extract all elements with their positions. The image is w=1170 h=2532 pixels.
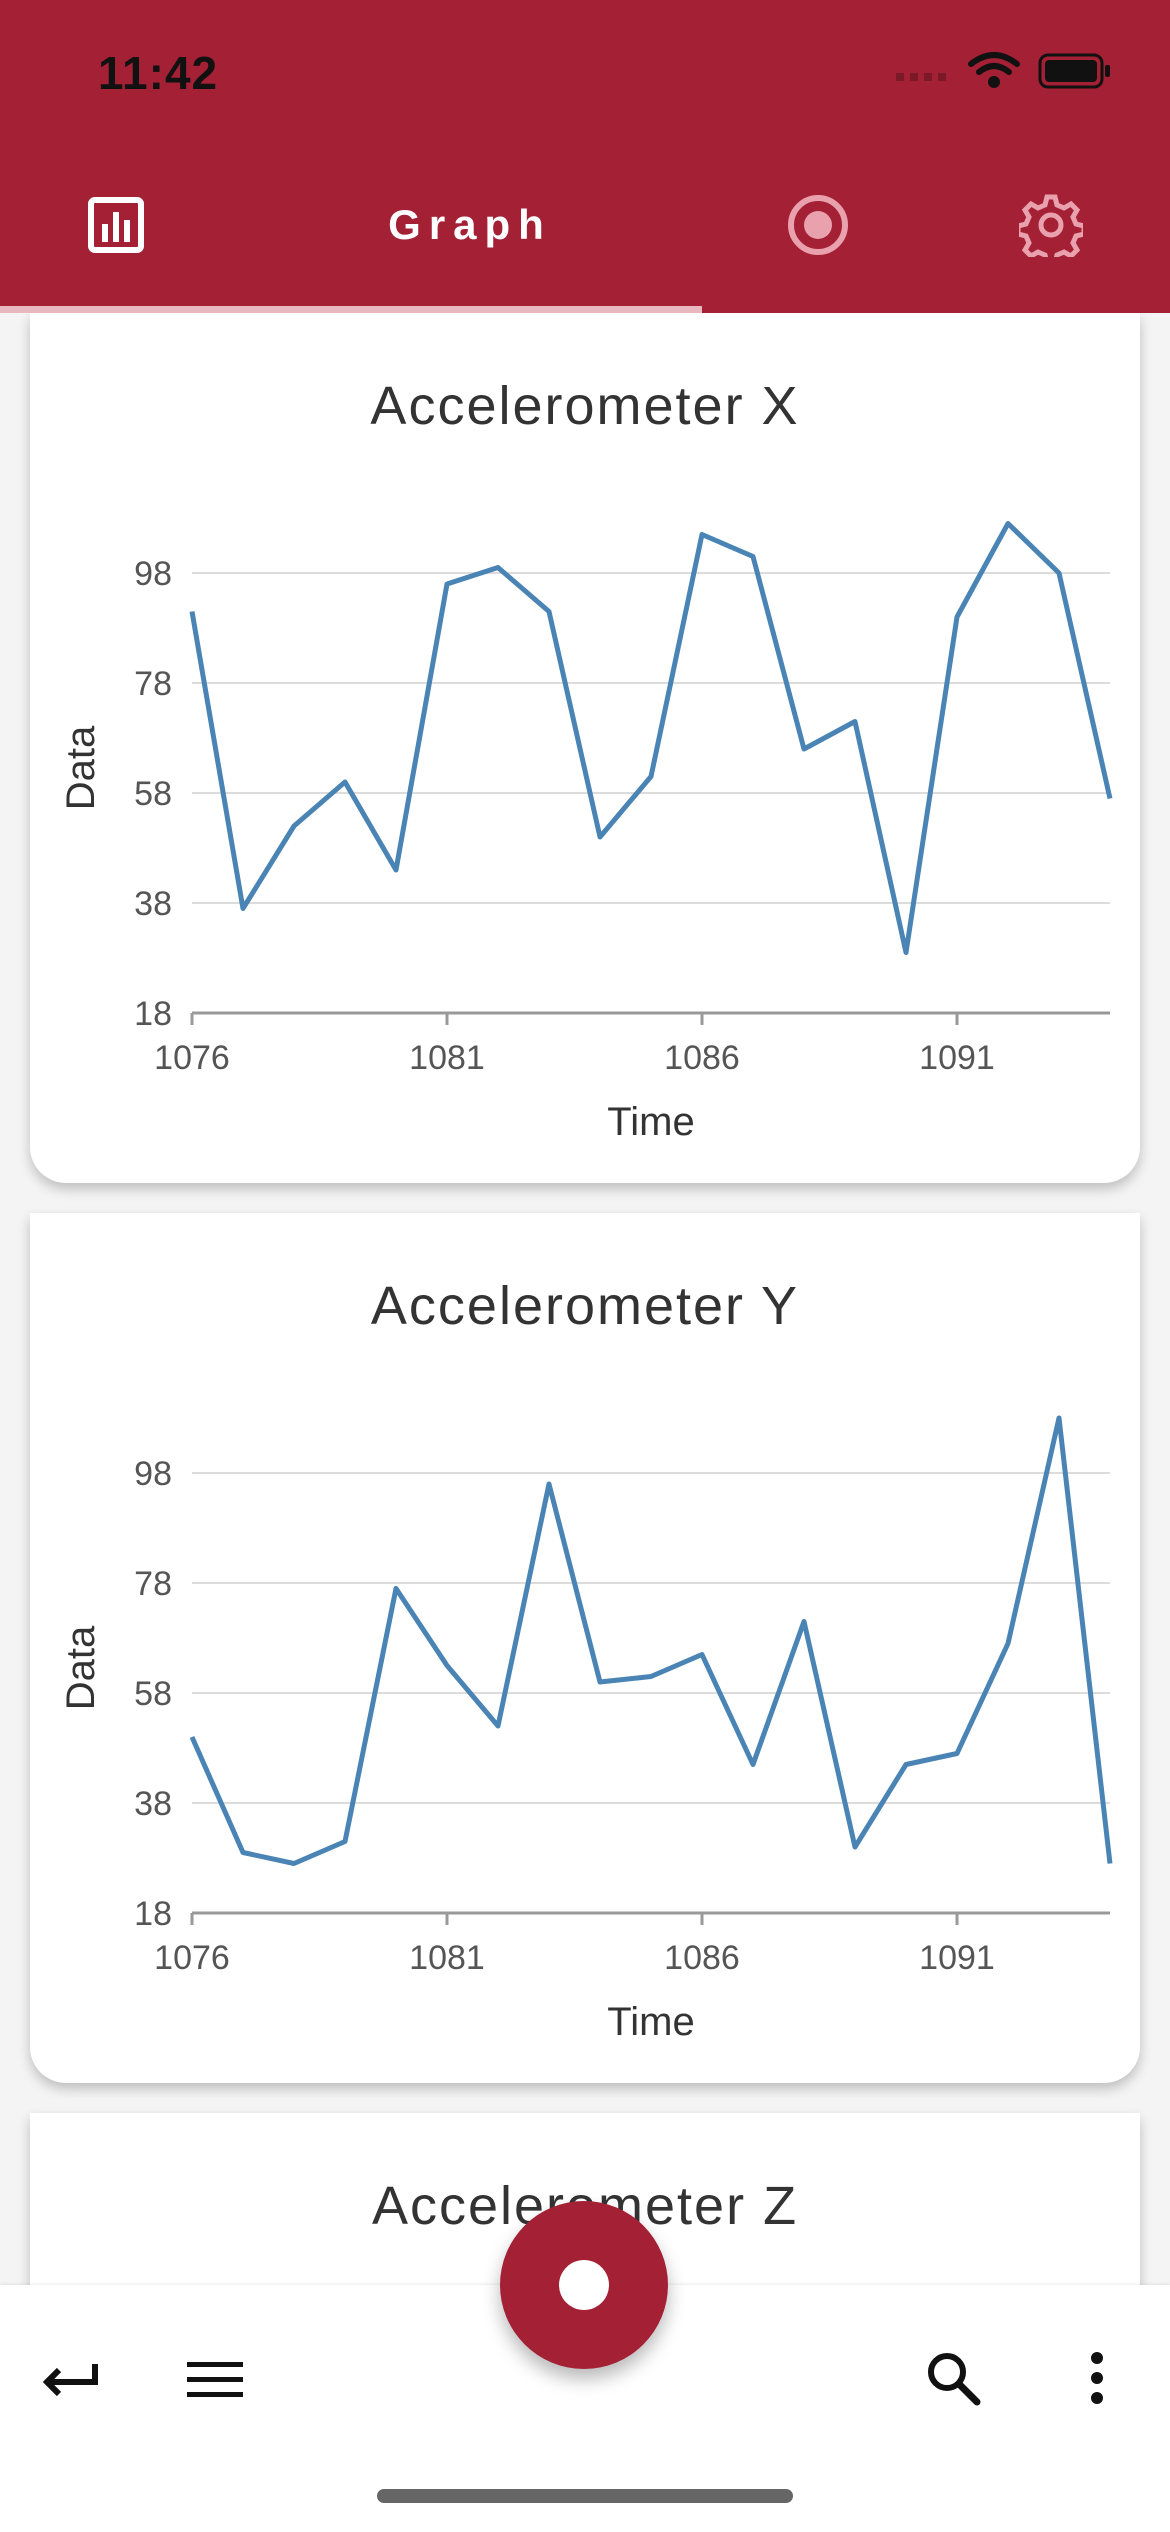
y-tick-label: 78 <box>134 665 172 703</box>
series-line <box>189 1415 1113 1866</box>
back-button[interactable] <box>36 2345 106 2415</box>
chart-title: Accelerometer X <box>370 376 800 436</box>
wifi-icon <box>968 52 1020 88</box>
y-tick-label: 98 <box>134 555 172 593</box>
app-bar: 11:42 Graph <box>0 0 1170 313</box>
return-icon <box>42 2364 98 2397</box>
x-tick-label: 1086 <box>664 1939 740 1977</box>
tab-graph[interactable]: Graph <box>300 180 640 270</box>
more-options-button[interactable] <box>1062 2343 1132 2413</box>
y-tick-label: 58 <box>134 775 172 813</box>
y-tick-label: 58 <box>134 1675 172 1713</box>
menu-icon <box>187 2362 243 2397</box>
bar-chart-icon <box>88 197 144 253</box>
chart-title: Accelerometer Y <box>370 1276 800 1336</box>
x-tick-label: 1076 <box>154 1039 230 1077</box>
tab-chart[interactable] <box>80 180 152 270</box>
y-tick-label: 78 <box>134 1565 172 1603</box>
status-time: 11:42 <box>98 47 219 99</box>
record-fab[interactable] <box>500 2201 668 2369</box>
tab-indicator <box>0 306 702 313</box>
accelerometer-x-chart: 18 38 58 78 98 1076 1081 1086 1091 Time Data <box>59 521 1113 1144</box>
x-tick-label: 1086 <box>664 1039 740 1077</box>
series-line <box>189 521 1113 955</box>
chart-list[interactable]: Accelerometer X 18 38 58 78 98 1076 1081 1086 10… <box>0 313 1170 2285</box>
y-axis-label: Data <box>59 725 103 810</box>
chart-card-x: Accelerometer X 18 38 58 78 98 1076 1081 1086 10… <box>30 313 1140 1183</box>
search-icon <box>928 2353 981 2406</box>
record-icon <box>788 195 848 255</box>
cellular-signal-icon <box>896 73 946 81</box>
menu-button[interactable] <box>180 2345 250 2415</box>
y-tick-label: 18 <box>134 1895 172 1933</box>
y-tick-label: 18 <box>134 995 172 1033</box>
home-indicator <box>377 2489 793 2503</box>
tab-graph-label: Graph <box>388 201 552 248</box>
x-tick-label: 1081 <box>409 1939 485 1977</box>
battery-icon <box>1038 53 1110 89</box>
y-tick-label: 38 <box>134 885 172 923</box>
y-tick-label: 98 <box>134 1455 172 1493</box>
record-icon <box>559 2260 609 2310</box>
y-axis-label: Data <box>59 1625 103 1710</box>
x-tick-label: 1091 <box>919 1039 995 1077</box>
x-tick-label: 1081 <box>409 1039 485 1077</box>
x-axis-label: Time <box>607 1100 694 1144</box>
chart-card-y: Accelerometer Y 18 38 58 78 98 1076 1081 1086 10… <box>30 1213 1140 2083</box>
search-button[interactable] <box>918 2343 988 2413</box>
more-vert-icon <box>1091 2352 1103 2404</box>
x-tick-label: 1091 <box>919 1939 995 1977</box>
y-tick-label: 38 <box>134 1785 172 1823</box>
gear-icon <box>1019 194 1083 257</box>
x-tick-label: 1076 <box>154 1939 230 1977</box>
tab-settings[interactable] <box>1015 180 1087 270</box>
accelerometer-y-chart: 18 38 58 78 98 1076 1081 1086 1091 Time Data <box>59 1415 1113 2044</box>
status-icons <box>896 52 1112 90</box>
tab-record[interactable] <box>782 180 854 270</box>
x-axis-label: Time <box>607 2000 694 2044</box>
